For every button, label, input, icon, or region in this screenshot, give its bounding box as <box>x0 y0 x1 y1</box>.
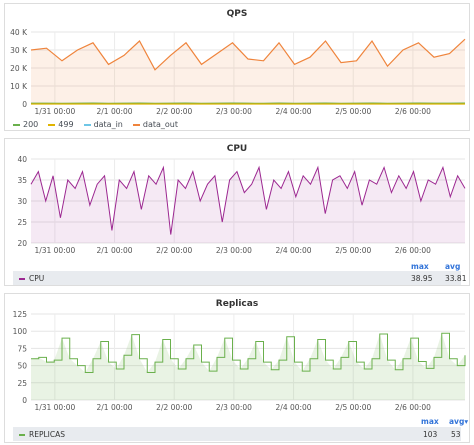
x-tick-label: 2/4 00:00 <box>276 246 312 255</box>
y-tick-label: 0 <box>22 396 27 405</box>
stat-header-max[interactable]: max <box>421 417 439 426</box>
y-tick-label: 30 K <box>10 46 28 55</box>
replicas-avg-value: 53 <box>451 430 461 439</box>
replicas-max-value: 103 <box>423 430 438 439</box>
x-tick-label: 1/31 00:00 <box>34 403 75 412</box>
panel-title[interactable]: CPU <box>226 144 248 154</box>
x-tick-label: 1/31 00:00 <box>34 107 75 116</box>
x-tick-label: 2/3 00:00 <box>216 246 252 255</box>
legend-row-cpu[interactable]: CPU 38.95 33.81 <box>13 271 466 285</box>
y-tick-label: 25 <box>17 379 27 388</box>
x-tick-label: 2/2 00:00 <box>156 107 192 116</box>
series-line-cpu[interactable] <box>30 165 466 235</box>
x-tick-label: 2/3 00:00 <box>216 403 252 412</box>
cpu-max-value: 38.95 <box>411 274 433 283</box>
y-tick-label: 35 <box>17 176 27 185</box>
x-tick-label: 2/4 00:00 <box>276 403 312 412</box>
legend-item-data-out[interactable]: data_out <box>132 120 178 129</box>
legend-row-replicas[interactable]: REPLICAS 103 53 <box>13 427 461 441</box>
x-tick-label: 2/2 00:00 <box>156 246 192 255</box>
cpu-chart: 20 25 30 35 40 1/31 00:00 2/1 00:00 2/2 00:00 2/… <box>17 155 466 255</box>
x-tick-label: 2/5 00:00 <box>335 403 371 412</box>
series-area-cpu <box>31 167 465 243</box>
x-tick-label: 2/2 00:00 <box>156 403 192 412</box>
x-tick-label: 2/1 00:00 <box>97 246 133 255</box>
stat-header-avg[interactable]: avg <box>445 262 461 271</box>
cpu-avg-value: 33.81 <box>445 274 467 283</box>
qps-chart: 0 10 K 20 K 30 K 40 K 1/31 00:00 2/1 00:00 2/2 … <box>10 28 466 116</box>
x-tick-label: 2/5 00:00 <box>335 107 371 116</box>
x-tick-label: 2/6 00:00 <box>395 403 431 412</box>
x-tick-label: 2/4 00:00 <box>276 107 312 116</box>
y-tick-label: 25 <box>17 218 27 227</box>
legend-item-200[interactable]: 200 <box>13 120 38 129</box>
cpu-panel: CPU 20 25 30 35 40 1/31 00:00 2/1 00:00 2/2 00:… <box>4 138 470 286</box>
y-tick-label: 20 K <box>10 64 28 73</box>
y-tick-label: 40 K <box>10 28 28 37</box>
series-line-data-out[interactable] <box>30 38 466 71</box>
replicas-chart: 0 25 50 75 100 125 1/31 00:00 2/1 00:00 2/2 00:0… <box>13 310 466 412</box>
y-tick-label: 125 <box>13 310 28 319</box>
x-tick-label: 2/6 00:00 <box>395 246 431 255</box>
stat-header-avg[interactable]: avg▾ <box>449 417 469 426</box>
legend-item-data-in[interactable]: data_in <box>83 120 123 129</box>
x-tick-label: 2/6 00:00 <box>395 107 431 116</box>
y-tick-label: 0 <box>22 100 27 109</box>
y-tick-label: 75 <box>17 344 27 353</box>
qps-panel: QPS 0 10 K 20 K 30 K 40 K 1/31 00:00 2/1 00:00… <box>4 3 470 131</box>
x-tick-label: 2/5 00:00 <box>335 246 371 255</box>
y-tick-label: 50 <box>17 362 27 371</box>
panel-title[interactable]: Replicas <box>215 299 259 309</box>
x-tick-label: 1/31 00:00 <box>34 246 75 255</box>
y-tick-label: 100 <box>13 327 28 336</box>
replicas-panel: Replicas 0 25 50 75 100 125 1/31 00:00 2/1 00:0… <box>4 293 470 443</box>
series-line-replicas[interactable] <box>31 332 466 373</box>
y-tick-label: 40 <box>17 155 27 164</box>
panel-title[interactable]: QPS <box>226 9 248 19</box>
x-tick-label: 2/3 00:00 <box>216 107 252 116</box>
qps-legend: 200 499 data_in data_out <box>13 120 178 129</box>
legend-item-499[interactable]: 499 <box>48 120 74 129</box>
y-tick-label: 10 K <box>10 82 28 91</box>
y-tick-label: 20 <box>17 239 27 248</box>
series-area-data-out <box>31 39 465 105</box>
y-tick-label: 30 <box>17 197 27 206</box>
x-tick-label: 2/1 00:00 <box>97 403 133 412</box>
stat-header-max[interactable]: max <box>411 262 429 271</box>
x-tick-label: 2/1 00:00 <box>97 107 133 116</box>
